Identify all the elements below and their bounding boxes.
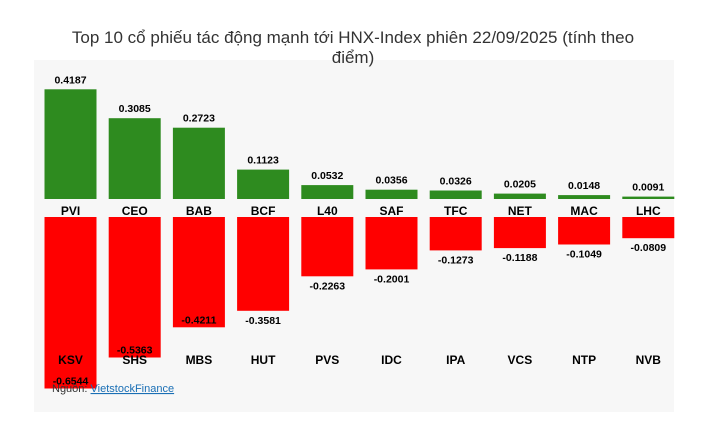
negative-bar-mbs [172,217,225,328]
negative-bar-nvb [622,217,675,239]
negative-category-label-vcs: VCS [508,353,533,367]
source-prefix: Nguồn: [52,383,91,395]
negative-value-label-shs: -0.5363 [117,345,153,357]
positive-value-label-saf: 0.0356 [375,175,407,187]
negative-category-label-ipa: IPA [446,353,465,367]
positive-category-label-tfc: TFC [444,204,468,218]
positive-value-label-tfc: 0.0326 [440,176,472,188]
positive-value-label-ceo: 0.3085 [119,103,151,115]
positive-bar-l40 [301,185,354,199]
svg-text:Nguồn: VietstockFinance: Nguồn: VietstockFinance [52,383,174,395]
negative-bar-idc [365,217,418,270]
positive-value-label-mac: 0.0148 [568,180,600,192]
negative-value-label-hut: -0.3581 [245,315,281,327]
positive-bar-saf [365,189,418,199]
positive-value-label-pvi: 0.4187 [54,74,86,86]
positive-bar-bcf [237,169,290,199]
negative-bar-shs [108,217,161,358]
chart-title: Top 10 cổ phiếu tác động mạnh tới HNX-In… [72,28,634,67]
negative-value-label-ipa: -0.1273 [438,254,474,266]
negative-value-label-mbs: -0.4211 [181,314,216,326]
negative-category-label-ntp: NTP [572,353,596,367]
negative-value-label-pvs: -0.2263 [309,280,345,292]
positive-category-label-pvi: PVI [61,204,80,218]
negative-category-label-mbs: MBS [186,353,213,367]
positive-value-label-bcf: 0.1123 [247,155,279,167]
negative-value-label-nvb: -0.0809 [630,242,666,254]
positive-value-label-bab: 0.2723 [183,113,215,125]
positive-bar-tfc [429,190,482,199]
negative-bar-ntp [558,217,611,245]
positive-category-label-bab: BAB [186,204,212,218]
positive-category-label-saf: SAF [380,204,404,218]
positive-category-label-lhc: LHC [636,204,661,218]
negative-category-label-nvb: NVB [636,353,662,367]
negative-category-label-pvs: PVS [315,353,339,367]
positive-bar-lhc [622,196,675,199]
source-link[interactable]: VietstockFinance [91,383,175,395]
negative-value-label-vcs: -0.1188 [502,252,537,264]
positive-bar-mac [558,195,611,199]
negative-category-label-ksv: KSV [58,353,83,367]
bars-group: 0.4187 PVI 0.3085 CEO 0.2723 BAB 0.1123 BCF 0.05… [44,74,675,389]
positive-bar-ceo [108,118,161,199]
negative-category-label-shs: SHS [122,353,147,367]
positive-category-label-net: NET [508,204,533,218]
negative-bar-pvs [301,217,354,277]
negative-category-label-idc: IDC [381,353,402,367]
negative-bar-vcs [493,217,546,249]
negative-category-label-hut: HUT [251,353,276,367]
positive-bar-bab [172,127,225,199]
negative-value-label-idc: -0.2001 [374,273,410,285]
negative-bar-ipa [429,217,482,251]
positive-category-label-bcf: BCF [251,204,276,218]
negative-bar-ksv [44,217,97,389]
negative-bar-hut [237,217,290,311]
positive-category-label-l40: L40 [317,204,338,218]
negative-value-label-ntp: -0.1049 [566,249,602,261]
positive-value-label-lhc: 0.0091 [632,182,664,194]
chart-title-line-1: Top 10 cổ phiếu tác động mạnh tới HNX-In… [72,28,634,47]
positive-category-label-mac: MAC [570,204,598,218]
positive-value-label-l40: 0.0532 [311,170,343,182]
positive-value-label-net: 0.0205 [504,179,536,191]
positive-category-label-ceo: CEO [122,204,148,218]
source-note: Nguồn: VietstockFinance [52,383,174,395]
chart-title-line-2: điểm) [332,48,375,67]
positive-bar-net [493,193,546,199]
positive-bar-pvi [44,89,97,199]
negative-value-label-ksv: -0.6544 [53,376,89,388]
